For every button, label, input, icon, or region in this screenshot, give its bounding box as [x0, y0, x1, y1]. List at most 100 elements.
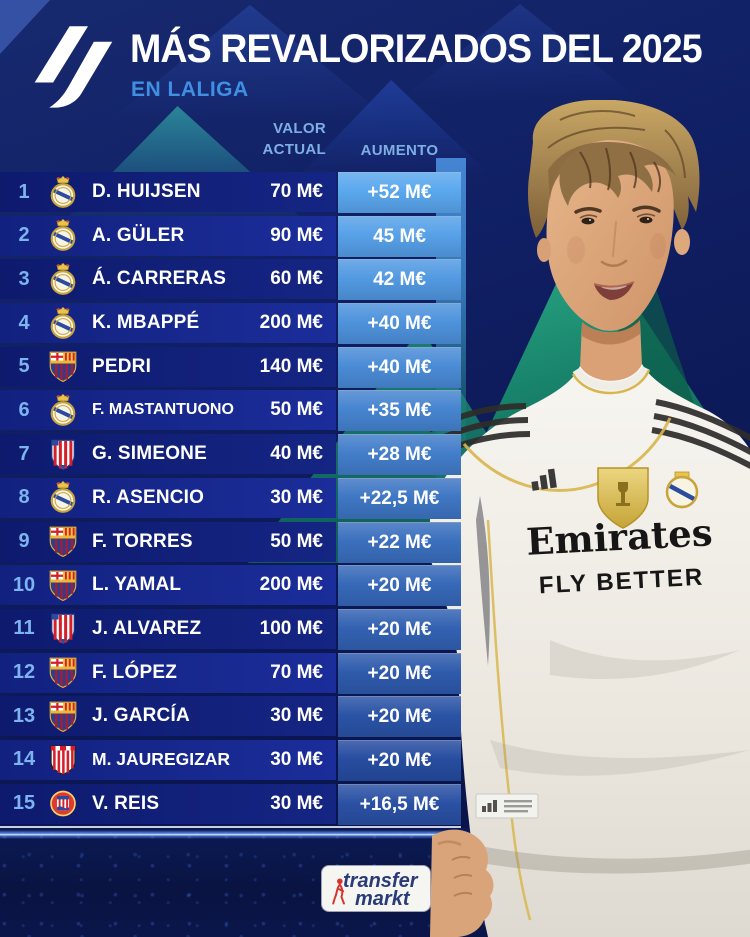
- current-value: 30 M€: [270, 486, 323, 508]
- rank: 9: [18, 530, 30, 552]
- player-ear: [537, 238, 551, 262]
- current-value: 30 M€: [270, 792, 323, 814]
- current-value: 40 M€: [270, 443, 323, 465]
- player-name: PEDRI: [92, 355, 152, 377]
- table-row: 5 PEDRI 140 M€ +40 M€: [0, 346, 461, 388]
- rank: 5: [18, 355, 30, 378]
- table-row: 6 F. MASTANTUONO 50 M€ +35 M€: [0, 390, 461, 432]
- current-value: 90 M€: [270, 224, 323, 246]
- current-value: 100 M€: [259, 617, 323, 639]
- shirt-folds: [490, 640, 750, 776]
- shirt-sponsor-text: Emirates: [525, 510, 713, 564]
- player-neck: [580, 320, 642, 382]
- player-ear: [674, 229, 690, 255]
- player-name: K. MBAPPÉ: [92, 312, 200, 334]
- transfermarkt-logo: transfer markt: [322, 866, 430, 911]
- table-row: 13 J. GARCÍA 30 M€ +20 M€: [0, 696, 461, 738]
- club-crest-use: [51, 746, 75, 775]
- row-main: 7 G. SIMEONE 40 M€: [0, 434, 336, 475]
- current-value: 30 M€: [270, 705, 323, 727]
- current-value: 60 M€: [270, 268, 323, 290]
- club-crest-use: [51, 792, 75, 816]
- rank: 14: [12, 748, 36, 771]
- column-header-value-line1: VALOR: [273, 120, 326, 137]
- page-subtitle: EN LALIGA: [131, 78, 249, 101]
- club-crest-icon: [48, 350, 78, 383]
- table-row: 1 D. HUIJSEN 70 M€ +52 M€: [0, 172, 461, 213]
- cheek-shade: [567, 236, 585, 264]
- row-main: 12 F. LÓPEZ 70 M€: [0, 652, 336, 693]
- value-increase: +28 M€: [338, 434, 461, 476]
- club-crest-icon: [48, 569, 78, 602]
- player-eyebrows: [574, 205, 661, 214]
- club-crest-use: [52, 263, 75, 293]
- club-crest-icon: [48, 743, 78, 776]
- gold-piping: [462, 417, 672, 492]
- player-name: F. TORRES: [92, 530, 193, 552]
- row-main: 8 R. ASENCIO 30 M€: [0, 477, 336, 518]
- row-main: 13 J. GARCÍA 30 M€: [0, 696, 336, 737]
- player-name: V. REIS: [92, 792, 160, 814]
- club-crest-use: [50, 571, 76, 600]
- current-value: 200 M€: [259, 312, 323, 334]
- laliga-logo-icon: [34, 26, 113, 108]
- table-bottom-line: [0, 826, 461, 828]
- row-main: 15 V. REIS 30 M€: [0, 783, 336, 824]
- table-row: 2 A. GÜLER 90 M€ 45 M€: [0, 215, 461, 257]
- row-main: 6 F. MASTANTUONO 50 M€: [0, 390, 336, 431]
- player-name: F. MASTANTUONO: [92, 401, 234, 419]
- bottom-glow-line: [0, 830, 462, 839]
- rank: 6: [18, 398, 30, 421]
- transfermarkt-wordmark-line1: transfer: [343, 870, 418, 892]
- players-table: 1 D. HUIJSEN 70 M€ +52 M€ 2 A. GÜLER 90 …: [0, 172, 461, 827]
- player-name: R. ASENCIO: [92, 486, 205, 508]
- club-crest-icon: [48, 787, 78, 820]
- table-row: 4 K. MBAPPÉ 200 M€ +40 M€: [0, 303, 461, 345]
- table-row: 3 Á. CARRERAS 60 M€ 42 M€: [0, 259, 461, 301]
- club-crest-use: [50, 702, 76, 731]
- column-header-current-value: VALOR ACTUAL: [200, 118, 326, 160]
- value-increase: +40 M€: [338, 346, 461, 388]
- row-main: 3 Á. CARRERAS 60 M€: [0, 259, 336, 300]
- rank: 11: [13, 617, 35, 640]
- club-crest-icon: [48, 263, 78, 296]
- player-name: A. GÜLER: [92, 224, 185, 246]
- club-crest-icon: [48, 176, 78, 209]
- player-name: D. HUIJSEN: [92, 181, 201, 202]
- club-crest-use: [50, 353, 76, 382]
- rank: 13: [12, 704, 36, 727]
- club-crest-icon: [48, 394, 78, 427]
- player-name: F. LÓPEZ: [92, 661, 177, 683]
- club-crest-use: [52, 307, 75, 337]
- current-value: 200 M€: [259, 574, 323, 596]
- player-name: J. GARCÍA: [92, 705, 190, 727]
- rank: 4: [18, 311, 30, 334]
- club-crest-icon: [48, 219, 78, 252]
- rank: 2: [18, 224, 30, 247]
- player-nose: [600, 221, 628, 267]
- club-crest-use: [52, 394, 75, 424]
- shirt-label-patch: [475, 793, 539, 819]
- table-row: 9 F. TORRES 50 M€ +22 M€: [0, 521, 461, 563]
- neck-shadow: [582, 320, 640, 345]
- player-photo: Emirates FLY BETTER: [430, 100, 750, 937]
- value-increase: 45 M€: [338, 215, 461, 257]
- gold-side-seam: [486, 519, 532, 921]
- transfermarkt-wordmark-line2: markt: [355, 888, 410, 910]
- page-title: MÁS REVALORIZADOS DEL 2025: [130, 27, 750, 72]
- cheek-shade: [650, 233, 666, 259]
- player-eyes: [579, 213, 656, 225]
- table-row: 15 V. REIS 30 M€ +16,5 M€: [0, 783, 461, 825]
- adidas-logo-icon: [531, 468, 557, 491]
- value-increase: +20 M€: [338, 739, 461, 781]
- player-name: M. JAUREGIZAR: [92, 749, 231, 770]
- row-main: 11 J. ALVAREZ 100 M€: [0, 608, 336, 649]
- club-crest-use: [52, 440, 75, 469]
- player-name: L. YAMAL: [92, 574, 182, 596]
- rank: 10: [12, 573, 36, 596]
- shirt-collar: [572, 365, 650, 391]
- row-main: 10 L. YAMAL 200 M€: [0, 565, 336, 606]
- club-crest-icon: [48, 525, 78, 558]
- value-increase: +20 M€: [338, 565, 461, 607]
